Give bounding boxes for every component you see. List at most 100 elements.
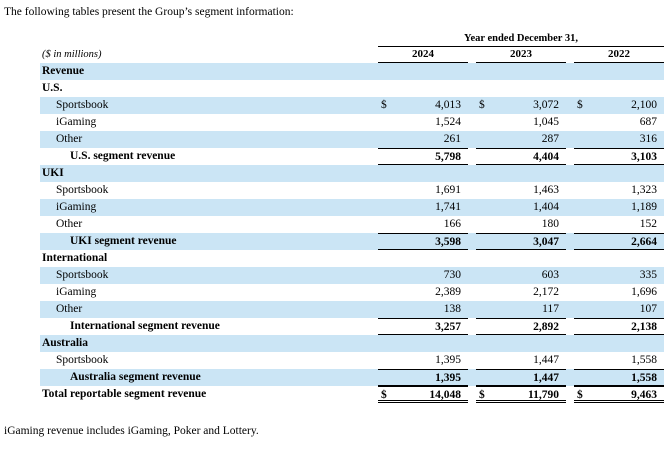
value-cell <box>574 165 664 182</box>
row-label: iGaming <box>56 286 97 298</box>
value-cell: 730 <box>378 267 468 284</box>
document-page: The following tables present the Group’s… <box>4 6 664 437</box>
value-text: 4,404 <box>533 151 559 163</box>
value-text: 687 <box>639 116 657 128</box>
value-text: 14,048 <box>429 389 461 401</box>
value-cell: 603 <box>476 267 566 284</box>
year-header-2022: 2022 <box>574 47 664 63</box>
value-cell: 2,664 <box>574 233 664 250</box>
value-cell: 4,404 <box>476 148 566 165</box>
value-cell: 1,447 <box>476 352 566 369</box>
value-text: 138 <box>443 303 461 315</box>
value-text: 11,790 <box>528 389 559 401</box>
value-cell: $3,072 <box>476 97 566 114</box>
value-text: 1,741 <box>435 201 461 213</box>
segment-table: Year ended December 31, ($ in millions) … <box>40 32 664 403</box>
table-row: iGaming 1,741 1,404 1,189 <box>40 199 664 216</box>
table-row: Australia segment revenue 1,395 1,447 1,558 <box>40 369 664 386</box>
value-cell: 261 <box>378 131 468 148</box>
value-cell: 117 <box>476 301 566 318</box>
value-cell: 3,047 <box>476 233 566 250</box>
value-cell: 2,172 <box>476 284 566 301</box>
value-text: 3,257 <box>435 321 461 333</box>
value-text: 180 <box>541 218 559 230</box>
row-label: iGaming <box>56 201 97 213</box>
table-row: Australia <box>40 335 664 352</box>
table-row: Total reportable segment revenue $14,048 $… <box>40 386 664 403</box>
currency-symbol: $ <box>381 389 387 401</box>
value-cell: 107 <box>574 301 664 318</box>
table-rows: Revenue U.S. Sportsbook $4,013 $3,072 $2,100 i… <box>40 63 664 403</box>
row-label: International <box>42 252 108 264</box>
row-label: Australia segment revenue <box>70 371 201 383</box>
value-text: 1,404 <box>533 201 559 213</box>
value-cell: 287 <box>476 131 566 148</box>
value-text: 2,892 <box>533 321 559 333</box>
value-cell: 2,892 <box>476 318 566 335</box>
value-cell: 1,558 <box>574 352 664 369</box>
value-cell <box>476 63 566 80</box>
value-cell: 5,798 <box>378 148 468 165</box>
value-cell: 3,257 <box>378 318 468 335</box>
value-cell <box>476 80 566 97</box>
value-cell: $14,048 <box>378 386 468 403</box>
value-text: 1,524 <box>435 116 461 128</box>
table-row: iGaming 2,389 2,172 1,696 <box>40 284 664 301</box>
value-cell <box>476 165 566 182</box>
row-label: U.S. <box>42 82 63 94</box>
table-row: UKI segment revenue 3,598 3,047 2,664 <box>40 233 664 250</box>
value-cell <box>378 335 468 352</box>
currency-symbol: $ <box>479 389 485 401</box>
value-text: 316 <box>639 133 657 145</box>
value-cell <box>378 63 468 80</box>
row-label: Sportsbook <box>56 184 109 196</box>
value-cell: 1,045 <box>476 114 566 131</box>
value-text: 1,447 <box>533 354 559 366</box>
value-cell <box>378 250 468 267</box>
value-cell: 1,323 <box>574 182 664 199</box>
value-text: 603 <box>541 269 559 281</box>
value-cell: 335 <box>574 267 664 284</box>
currency-symbol: $ <box>577 389 583 401</box>
value-cell: 3,103 <box>574 148 664 165</box>
value-text: 3,072 <box>533 99 559 111</box>
value-cell: 1,558 <box>574 369 664 386</box>
value-text: 730 <box>443 269 461 281</box>
value-text: 3,103 <box>631 151 657 163</box>
footnote-text: iGaming revenue includes iGaming, Poker … <box>4 425 259 437</box>
table-row: Sportsbook $4,013 $3,072 $2,100 <box>40 97 664 114</box>
value-cell: 1,691 <box>378 182 468 199</box>
intro-text: The following tables present the Group’s… <box>4 6 294 18</box>
value-text: 1,691 <box>435 184 461 196</box>
table-row: U.S. <box>40 80 664 97</box>
year-header-2023: 2023 <box>476 47 566 63</box>
value-text: 1,395 <box>435 354 461 366</box>
value-cell: $4,013 <box>378 97 468 114</box>
table-row: Sportsbook 1,395 1,447 1,558 <box>40 352 664 369</box>
value-cell: $2,100 <box>574 97 664 114</box>
value-text: 2,172 <box>533 286 559 298</box>
table-row: Sportsbook 1,691 1,463 1,323 <box>40 182 664 199</box>
value-cell: 180 <box>476 216 566 233</box>
table-row: Other 166 180 152 <box>40 216 664 233</box>
row-label: Sportsbook <box>56 269 109 281</box>
row-label: Revenue <box>42 65 85 77</box>
period-header: Year ended December 31, <box>378 32 664 47</box>
currency-symbol: $ <box>577 99 583 111</box>
value-cell: 1,395 <box>378 369 468 386</box>
spacer-cell <box>40 32 370 47</box>
value-text: 1,323 <box>631 184 657 196</box>
value-cell <box>574 335 664 352</box>
value-text: 117 <box>542 303 559 315</box>
value-cell: 687 <box>574 114 664 131</box>
year-header-row: ($ in millions) 2024 2023 2022 <box>40 47 664 63</box>
value-cell: 2,138 <box>574 318 664 335</box>
value-text: 1,558 <box>631 354 657 366</box>
value-text: 152 <box>639 218 657 230</box>
value-cell <box>574 63 664 80</box>
value-cell: 1,404 <box>476 199 566 216</box>
value-text: 287 <box>541 133 559 145</box>
value-cell <box>574 250 664 267</box>
value-cell: $9,463 <box>574 386 664 403</box>
value-text: 4,013 <box>435 99 461 111</box>
